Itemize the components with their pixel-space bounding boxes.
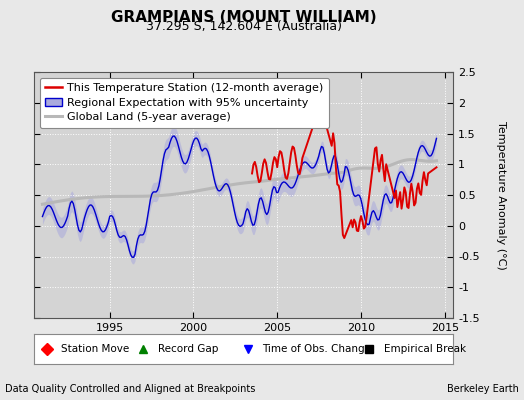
- Text: Record Gap: Record Gap: [158, 344, 218, 354]
- Text: GRAMPIANS (MOUNT WILLIAM): GRAMPIANS (MOUNT WILLIAM): [111, 10, 376, 25]
- Text: Time of Obs. Change: Time of Obs. Change: [263, 344, 372, 354]
- Text: Data Quality Controlled and Aligned at Breakpoints: Data Quality Controlled and Aligned at B…: [5, 384, 256, 394]
- Text: Berkeley Earth: Berkeley Earth: [447, 384, 519, 394]
- Legend: This Temperature Station (12-month average), Regional Expectation with 95% uncer: This Temperature Station (12-month avera…: [40, 78, 329, 128]
- Y-axis label: Temperature Anomaly (°C): Temperature Anomaly (°C): [496, 121, 506, 269]
- Text: Empirical Break: Empirical Break: [384, 344, 466, 354]
- Text: Station Move: Station Move: [61, 344, 129, 354]
- Text: 37.295 S, 142.604 E (Australia): 37.295 S, 142.604 E (Australia): [146, 20, 342, 33]
